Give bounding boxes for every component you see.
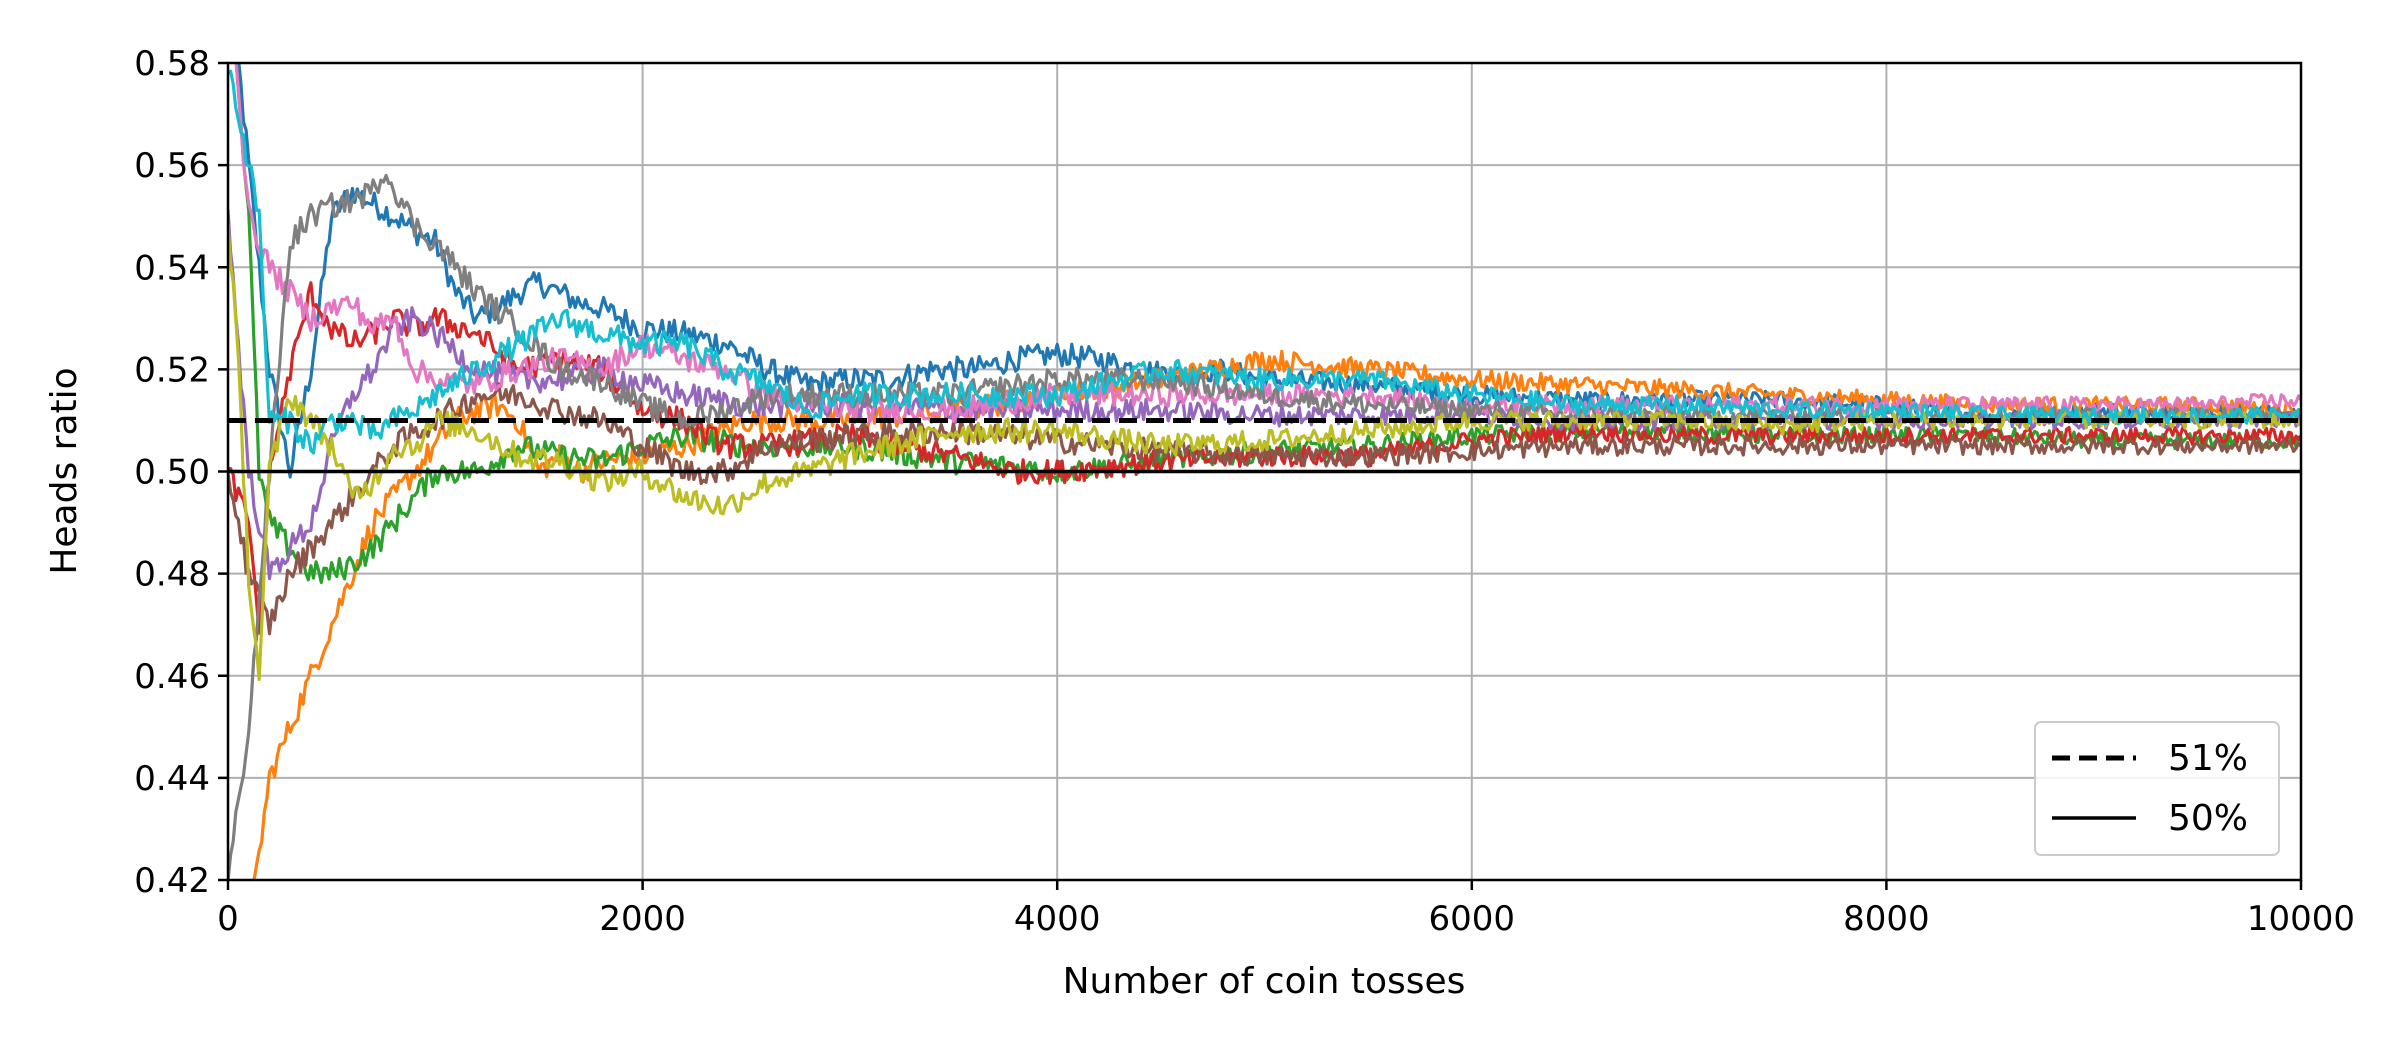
legend-label-50: 50% xyxy=(2168,798,2248,839)
x-tick-label: 6000 xyxy=(1429,899,1516,939)
y-tick-label: 0.42 xyxy=(134,861,210,901)
y-tick-label: 0.48 xyxy=(134,555,210,595)
y-tick-label: 0.44 xyxy=(134,759,210,799)
legend: 51% 50% xyxy=(2034,721,2280,856)
x-tick-label: 4000 xyxy=(1014,899,1101,939)
y-axis-ticks: 0.42 0.44 0.46 0.48 0.50 0.52 0.54 0.56 0.58 xyxy=(134,44,228,901)
series-line-3 xyxy=(234,63,2301,584)
y-tick-label: 0.54 xyxy=(134,248,210,288)
x-tick-label: 8000 xyxy=(1843,899,1930,939)
series-line-10 xyxy=(228,69,2301,455)
legend-label-51: 51% xyxy=(2168,738,2248,779)
x-axis-label: Number of coin tosses xyxy=(1063,961,1466,1002)
x-tick-label: 0 xyxy=(217,899,239,939)
reference-lines xyxy=(228,417,2301,474)
y-tick-label: 0.52 xyxy=(134,350,210,390)
series-line-8 xyxy=(228,173,2301,880)
x-axis-ticks: 0 2000 4000 6000 8000 10000 xyxy=(217,880,2355,939)
y-tick-label: 0.58 xyxy=(134,44,210,84)
y-tick-label: 0.50 xyxy=(134,453,210,493)
legend-box xyxy=(2034,721,2280,856)
y-tick-label: 0.46 xyxy=(134,657,210,697)
x-tick-label: 2000 xyxy=(599,899,686,939)
series-lines xyxy=(228,63,2301,880)
y-tick-label: 0.56 xyxy=(134,146,210,186)
series-line-6 xyxy=(228,382,2301,636)
y-axis-label: Heads ratio xyxy=(44,367,85,574)
x-tick-label: 10000 xyxy=(2247,899,2355,939)
